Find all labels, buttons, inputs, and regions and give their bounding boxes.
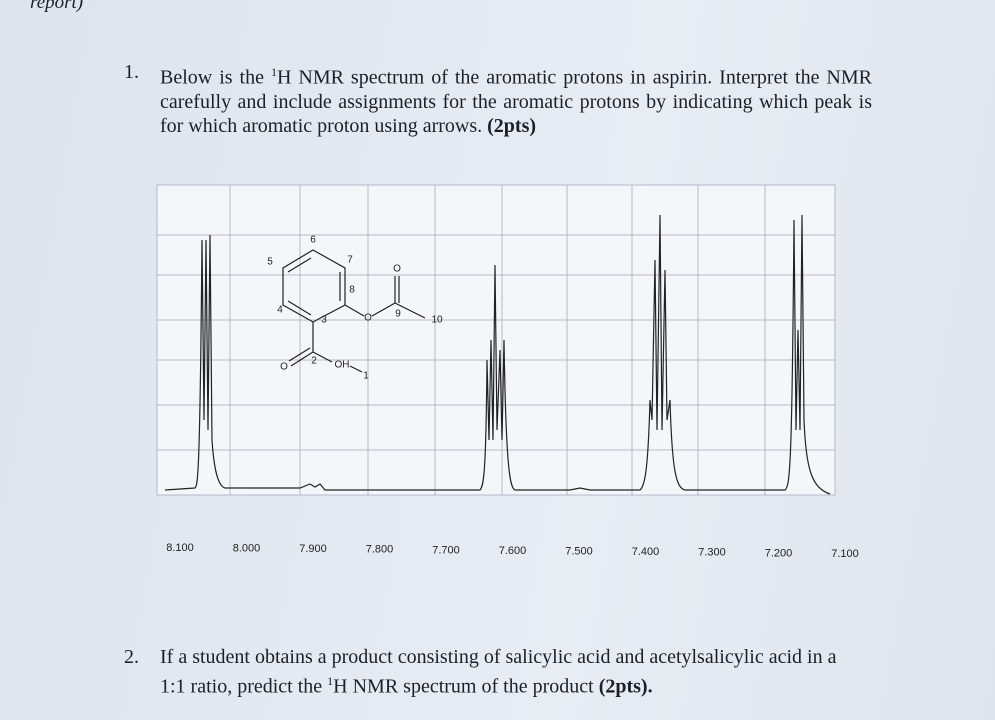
question-number: 2. (124, 646, 139, 668)
question-text: H NMR spectrum of the product (333, 675, 599, 698)
atom-label: 9 (395, 309, 401, 320)
question-text: If a student obtains a product consistin… (160, 646, 837, 698)
x-tick-label: 7.600 (499, 545, 527, 557)
points: (2pts). (598, 675, 653, 698)
atom-label: 5 (267, 257, 273, 268)
spectrum-line (164, 214, 831, 495)
header-fragment: report) (30, 0, 84, 13)
atom-label: 3 (321, 315, 327, 326)
atom-label: 4 (277, 305, 283, 316)
question-2: 2. If a student obtains a product consis… (124, 645, 860, 699)
atom-label: 8 (349, 285, 355, 296)
superscript: 1 (327, 674, 334, 688)
question-1: 1. Below is the 1H NMR spectrum of the a… (124, 60, 872, 138)
x-tick-label: 7.400 (632, 546, 660, 558)
x-tick-label: 7.500 (565, 546, 593, 558)
superscript: 1 (270, 65, 277, 79)
atom-label: 1 (363, 371, 369, 382)
x-tick-label: 7.300 (698, 547, 726, 559)
x-tick-label: 7.900 (299, 543, 327, 555)
x-tick-label: 7.100 (831, 548, 859, 560)
atom-label: O (393, 264, 401, 275)
question-text: H NMR spectrum of the aromatic protons i… (160, 66, 872, 137)
atom-label: 2 (311, 356, 317, 367)
x-tick-label: 7.800 (366, 544, 394, 556)
x-tick-label: 8.100 (166, 542, 194, 554)
atom-label: OH (335, 360, 350, 371)
x-tick-label: 7.200 (765, 547, 793, 559)
atom-label: 7 (347, 255, 353, 266)
atom-label: 6 (310, 235, 316, 246)
question-number: 1. (124, 61, 139, 83)
atom-label: 10 (431, 315, 443, 326)
points: (2pts) (487, 114, 537, 137)
atom-label: O (364, 313, 372, 324)
x-tick-label: 7.700 (432, 544, 460, 556)
atom-label: O (280, 362, 288, 373)
question-text: Below is the (160, 66, 271, 89)
x-tick-labels: 8.100 8.000 7.900 7.800 7.700 7.600 7.500 7.400… (166, 542, 859, 560)
structure-labels: 6 5 7 8 4 3 O 9 10 O 2 O OH 1 (267, 235, 443, 382)
structure-bonds (282, 249, 426, 373)
x-tick-label: 8.000 (233, 543, 261, 555)
